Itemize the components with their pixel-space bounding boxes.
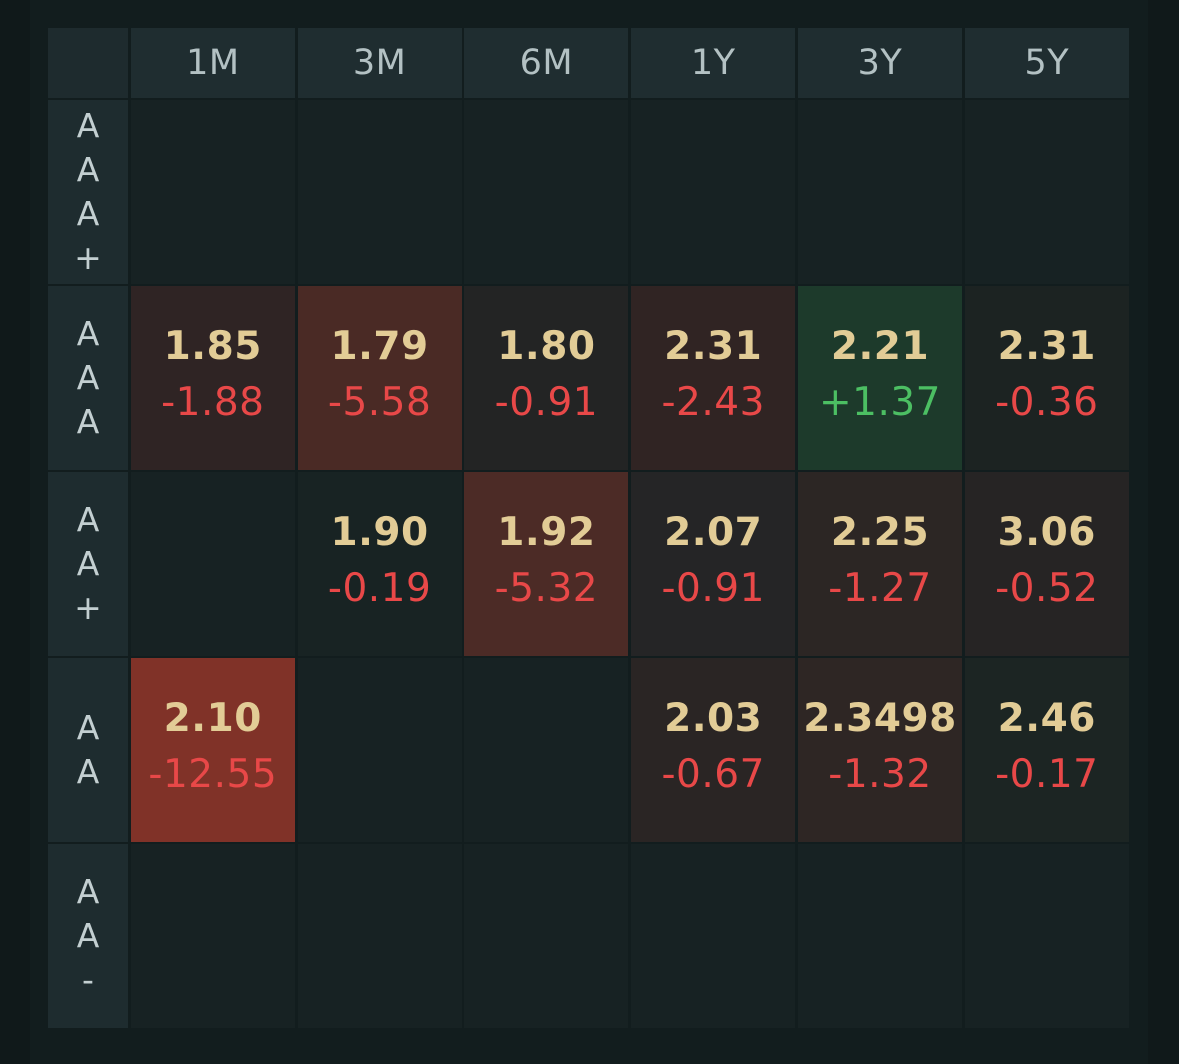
heatmap-cell[interactable] — [130, 844, 295, 1028]
cell-change-value: -12.55 — [148, 752, 278, 797]
row-header-char: A — [76, 544, 100, 583]
cell-change-value: -0.91 — [494, 380, 599, 425]
grid-corner — [48, 28, 128, 98]
row-header-char: A — [76, 194, 100, 233]
row-header-char: A — [76, 106, 100, 145]
row-header-char: - — [82, 960, 94, 999]
heatmap-cell[interactable]: 2.10 -12.55 — [130, 658, 295, 842]
cell-yield-value: 1.79 — [330, 324, 429, 369]
cell-change-value: -1.32 — [828, 752, 932, 797]
cell-yield-value: 2.10 — [163, 696, 262, 741]
heatmap-cell[interactable] — [631, 844, 796, 1028]
row-header-char: A — [76, 358, 100, 397]
heatmap-cell[interactable] — [297, 100, 462, 284]
row-header-char: A — [76, 314, 100, 353]
row-header-char: A — [76, 872, 100, 911]
heatmap-cell[interactable] — [297, 844, 462, 1028]
row-header-char: + — [74, 588, 102, 627]
heatmap-cell[interactable]: 2.31 -0.36 — [964, 286, 1129, 470]
row-header-char: A — [76, 500, 100, 539]
cell-change-value: -2.43 — [661, 380, 765, 425]
heatmap-cell[interactable]: 3.06 -0.52 — [964, 472, 1129, 656]
col-header-3m[interactable]: 3M — [297, 28, 462, 98]
cell-change-value: -0.17 — [995, 752, 1099, 797]
row-header[interactable]: A A A + — [48, 100, 128, 284]
cell-yield-value: 3.06 — [997, 510, 1096, 555]
heatmap-cell[interactable] — [797, 844, 962, 1028]
cell-yield-value: 1.92 — [497, 510, 596, 555]
row-header-char: + — [74, 238, 102, 277]
heatmap-cell[interactable]: 2.31 -2.43 — [631, 286, 796, 470]
heatmap-cell[interactable] — [964, 844, 1129, 1028]
cell-yield-value: 2.03 — [664, 696, 763, 741]
cell-yield-value: 2.3498 — [803, 696, 957, 741]
heatmap-cell[interactable]: 2.03 -0.67 — [631, 658, 796, 842]
heatmap-cell[interactable]: 2.3498 -1.32 — [797, 658, 962, 842]
heatmap-cell[interactable]: 2.46 -0.17 — [964, 658, 1129, 842]
heatmap-cell[interactable] — [631, 100, 796, 284]
yield-heatmap-grid: 1M 3M 6M 1Y 3Y 5Y A A A + A A A 1.85 -1.88 1.79 -5… — [48, 28, 1129, 1028]
heatmap-cell[interactable]: 1.90 -0.19 — [297, 472, 462, 656]
heatmap-cell[interactable]: 1.80 -0.91 — [464, 286, 629, 470]
cell-yield-value: 2.31 — [664, 324, 763, 369]
cell-change-value: -5.58 — [327, 380, 432, 425]
heatmap-cell[interactable] — [464, 658, 629, 842]
cell-yield-value: 1.90 — [330, 510, 429, 555]
heatmap-cell[interactable]: 1.92 -5.32 — [464, 472, 629, 656]
heatmap-cell[interactable] — [130, 472, 295, 656]
col-header-1m[interactable]: 1M — [130, 28, 295, 98]
row-header-char: A — [76, 150, 100, 189]
row-header[interactable]: A A + — [48, 472, 128, 656]
heatmap-cell[interactable] — [964, 100, 1129, 284]
cell-yield-value: 2.07 — [664, 510, 763, 555]
heatmap-cell[interactable] — [130, 100, 295, 284]
cell-change-value: -1.27 — [828, 566, 932, 611]
cell-change-value: -0.19 — [327, 566, 432, 611]
heatmap-cell[interactable] — [797, 100, 962, 284]
cell-yield-value: 2.46 — [997, 696, 1096, 741]
row-header-char: A — [76, 752, 100, 791]
col-header-3y[interactable]: 3Y — [797, 28, 962, 98]
cell-change-value: -0.67 — [661, 752, 765, 797]
cell-change-value: +1.37 — [818, 380, 941, 425]
heatmap-cell[interactable]: 2.25 -1.27 — [797, 472, 962, 656]
cell-change-value: -0.91 — [661, 566, 765, 611]
cell-yield-value: 2.25 — [830, 510, 930, 555]
heatmap-cell[interactable]: 1.79 -5.58 — [297, 286, 462, 470]
cell-change-value: -1.88 — [161, 380, 265, 425]
row-header-char: A — [76, 402, 100, 441]
heatmap-cell[interactable] — [464, 100, 629, 284]
cell-yield-value: 1.85 — [163, 324, 262, 369]
heatmap-cell[interactable] — [297, 658, 462, 842]
row-header-char: A — [76, 708, 100, 747]
row-header-char: A — [76, 916, 100, 955]
cell-change-value: -0.36 — [995, 380, 1099, 425]
cell-change-value: -0.52 — [995, 566, 1099, 611]
cell-yield-value: 2.31 — [997, 324, 1096, 369]
cell-yield-value: 1.80 — [497, 324, 596, 369]
heatmap-cell[interactable]: 1.85 -1.88 — [130, 286, 295, 470]
col-header-6m[interactable]: 6M — [464, 28, 629, 98]
heatmap-cell[interactable]: 2.07 -0.91 — [631, 472, 796, 656]
cell-change-value: -5.32 — [494, 566, 599, 611]
cell-yield-value: 2.21 — [830, 324, 930, 369]
col-header-5y[interactable]: 5Y — [964, 28, 1129, 98]
heatmap-cell[interactable]: 2.21 +1.37 — [797, 286, 962, 470]
heatmap-cell[interactable] — [464, 844, 629, 1028]
col-header-1y[interactable]: 1Y — [631, 28, 796, 98]
